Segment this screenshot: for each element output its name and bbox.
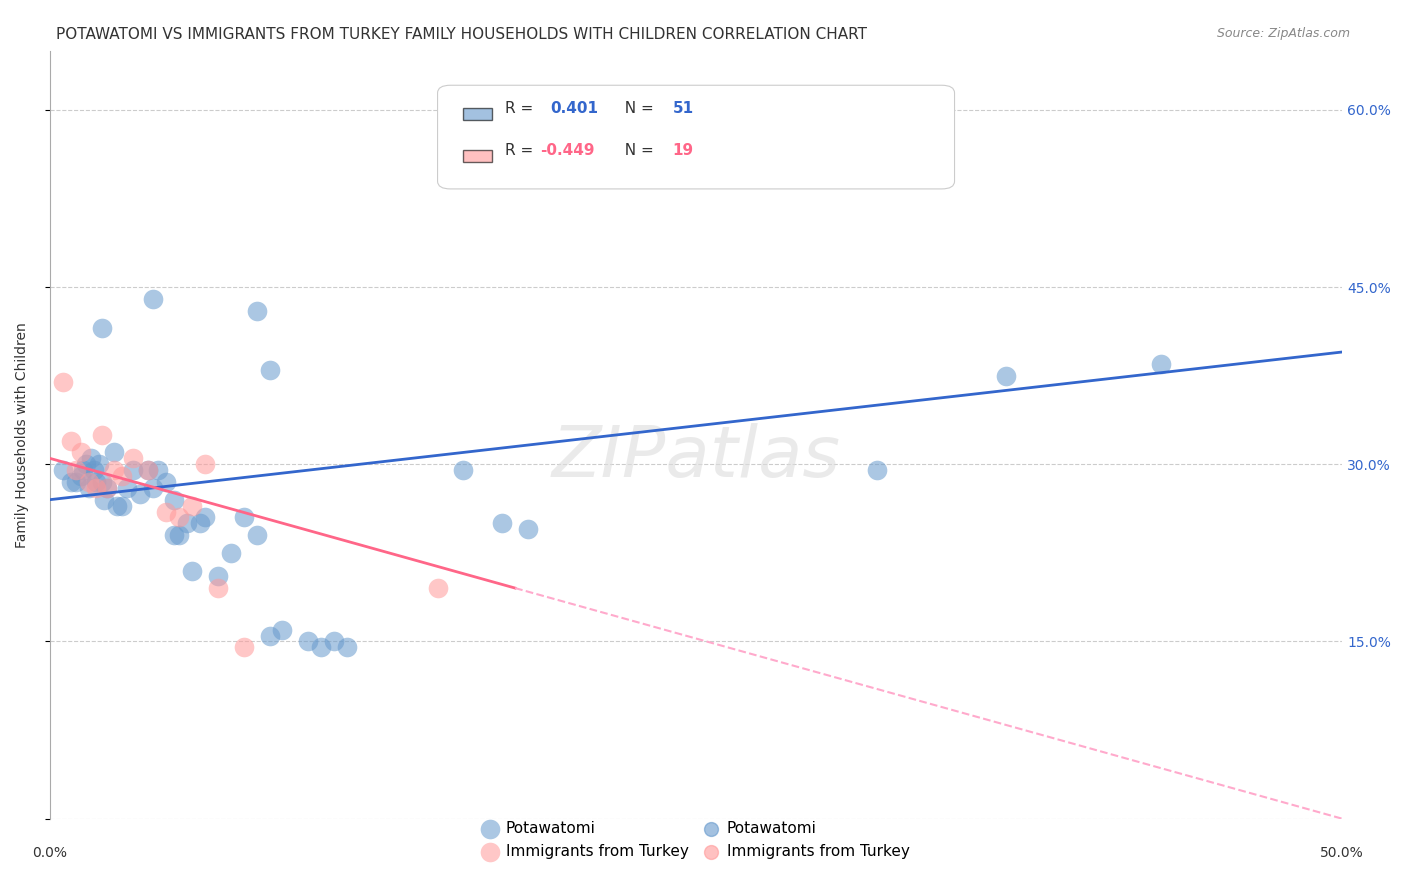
Immigrants from Turkey — [136, 463, 159, 477]
Potawatomi — [271, 623, 294, 637]
Potawatomi — [246, 528, 269, 542]
Immigrants from Turkey — [207, 582, 229, 596]
Potawatomi — [232, 510, 254, 524]
FancyBboxPatch shape — [464, 150, 492, 162]
Potawatomi — [163, 492, 186, 507]
Potawatomi — [259, 362, 281, 376]
Potawatomi — [129, 487, 152, 501]
Immigrants from Turkey — [121, 451, 143, 466]
Potawatomi — [148, 463, 170, 477]
Potawatomi — [93, 492, 115, 507]
Immigrants from Turkey — [181, 499, 204, 513]
Potawatomi — [136, 463, 159, 477]
Text: 0.401: 0.401 — [550, 101, 598, 116]
Potawatomi — [72, 463, 94, 477]
Immigrants from Turkey — [52, 375, 75, 389]
Potawatomi — [80, 451, 103, 466]
Potawatomi — [103, 445, 125, 459]
Potawatomi — [219, 546, 242, 560]
Immigrants from Turkey — [232, 640, 254, 655]
Potawatomi — [142, 292, 165, 306]
Immigrants from Turkey — [103, 463, 125, 477]
Text: Source: ZipAtlas.com: Source: ZipAtlas.com — [1216, 27, 1350, 40]
Legend: Potawatomi, Immigrants from Turkey, Potawatomi, Immigrants from Turkey: Potawatomi, Immigrants from Turkey, Pota… — [477, 815, 915, 865]
Immigrants from Turkey — [194, 457, 217, 471]
Potawatomi — [59, 475, 82, 489]
Potawatomi — [1150, 357, 1173, 371]
Potawatomi — [995, 368, 1018, 383]
Potawatomi — [259, 629, 281, 643]
Potawatomi — [52, 463, 75, 477]
Potawatomi — [87, 457, 110, 471]
Potawatomi — [323, 634, 346, 648]
Immigrants from Turkey — [155, 504, 177, 518]
Potawatomi — [163, 528, 186, 542]
Immigrants from Turkey — [111, 469, 134, 483]
Text: N =: N = — [614, 101, 658, 116]
Potawatomi — [90, 475, 112, 489]
Potawatomi — [336, 640, 359, 655]
Potawatomi — [309, 640, 332, 655]
Text: -0.449: -0.449 — [540, 143, 595, 158]
Potawatomi — [517, 522, 540, 536]
Potawatomi — [86, 475, 108, 489]
Text: N =: N = — [614, 143, 658, 158]
Potawatomi — [181, 564, 204, 578]
Potawatomi — [297, 634, 319, 648]
Text: R =: R = — [505, 143, 538, 158]
Text: 50.0%: 50.0% — [1320, 846, 1364, 860]
Potawatomi — [176, 516, 198, 531]
Immigrants from Turkey — [70, 445, 93, 459]
Immigrants from Turkey — [426, 582, 449, 596]
Potawatomi — [77, 481, 100, 495]
Y-axis label: Family Households with Children: Family Households with Children — [15, 322, 30, 548]
Immigrants from Turkey — [86, 481, 108, 495]
Immigrants from Turkey — [96, 481, 118, 495]
Potawatomi — [90, 321, 112, 335]
Text: POTAWATOMI VS IMMIGRANTS FROM TURKEY FAMILY HOUSEHOLDS WITH CHILDREN CORRELATION: POTAWATOMI VS IMMIGRANTS FROM TURKEY FAM… — [56, 27, 868, 42]
Text: ZIPatlas: ZIPatlas — [551, 423, 841, 492]
Text: 51: 51 — [673, 101, 695, 116]
Potawatomi — [105, 499, 128, 513]
Immigrants from Turkey — [77, 475, 100, 489]
Potawatomi — [65, 475, 87, 489]
Potawatomi — [111, 499, 134, 513]
Potawatomi — [188, 516, 211, 531]
Potawatomi — [453, 463, 475, 477]
Potawatomi — [117, 481, 139, 495]
FancyBboxPatch shape — [437, 86, 955, 189]
Potawatomi — [491, 516, 513, 531]
Immigrants from Turkey — [59, 434, 82, 448]
Potawatomi — [70, 469, 93, 483]
Text: R =: R = — [505, 101, 543, 116]
Text: 19: 19 — [673, 143, 695, 158]
Potawatomi — [155, 475, 177, 489]
Potawatomi — [866, 463, 889, 477]
Potawatomi — [96, 481, 118, 495]
Potawatomi — [83, 463, 105, 477]
Immigrants from Turkey — [167, 510, 190, 524]
Potawatomi — [246, 303, 269, 318]
Potawatomi — [75, 457, 97, 471]
Potawatomi — [167, 528, 190, 542]
Immigrants from Turkey — [65, 463, 87, 477]
FancyBboxPatch shape — [464, 108, 492, 120]
Potawatomi — [142, 481, 165, 495]
Potawatomi — [207, 569, 229, 583]
Potawatomi — [194, 510, 217, 524]
Immigrants from Turkey — [90, 427, 112, 442]
Potawatomi — [121, 463, 143, 477]
Text: 0.0%: 0.0% — [32, 846, 67, 860]
